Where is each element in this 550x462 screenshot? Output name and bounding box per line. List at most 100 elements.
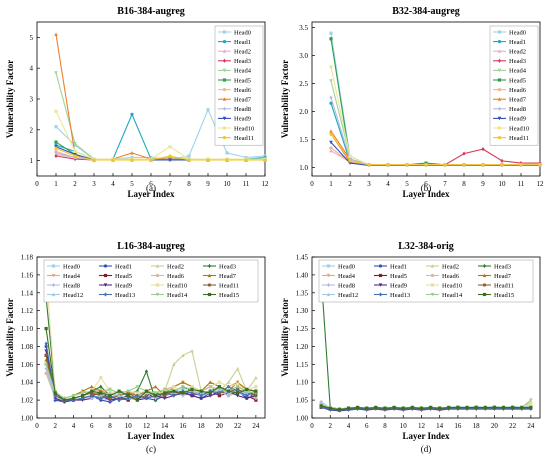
data-point [245, 387, 249, 391]
data-point [430, 292, 435, 297]
chart-title: B32-384-augreg [392, 6, 460, 17]
data-point [365, 406, 369, 410]
data-point [181, 380, 185, 384]
x-tick-label: 8 [187, 180, 191, 188]
data-point [430, 283, 435, 287]
data-point [62, 396, 67, 401]
x-axis-label: Layer Index [127, 431, 175, 441]
data-point [497, 116, 502, 121]
data-point [329, 95, 333, 100]
y-tick-label: 1.16 [21, 271, 34, 279]
data-point [378, 273, 383, 278]
legend-label: Head7 [219, 273, 237, 280]
x-tick-label: 7 [443, 180, 447, 188]
x-tick-label: 14 [436, 422, 444, 430]
data-point [103, 264, 108, 268]
y-tick-label: 1.30 [296, 307, 309, 315]
data-point [378, 283, 383, 287]
data-point [80, 391, 85, 395]
data-point [519, 163, 523, 167]
data-point [172, 389, 176, 393]
data-point [222, 88, 227, 92]
x-tick-label: 8 [108, 422, 112, 430]
data-point [51, 292, 56, 297]
y-tick-label: 2.5 [299, 80, 308, 88]
data-point [208, 391, 212, 395]
legend-label: Head3 [234, 58, 251, 65]
data-point [108, 394, 112, 398]
data-point [497, 88, 502, 92]
legend-label: Head7 [234, 97, 252, 104]
data-point [190, 394, 194, 398]
data-point [144, 389, 149, 393]
data-point [319, 404, 323, 408]
data-point [71, 394, 76, 398]
y-tick-label: 1 [30, 157, 34, 165]
legend-label: Head3 [219, 263, 236, 270]
legend-label: Head10 [442, 282, 462, 289]
legend-label: Head12 [63, 292, 83, 299]
data-point [235, 366, 240, 371]
data-point [130, 158, 134, 162]
legend-label: Head11 [219, 282, 239, 289]
data-point [225, 158, 229, 162]
data-point [225, 151, 229, 155]
data-point [263, 158, 267, 162]
data-point [51, 264, 56, 268]
data-point [430, 264, 435, 268]
data-point [329, 148, 333, 153]
legend-label: Head9 [390, 282, 407, 289]
data-point [326, 264, 331, 268]
x-tick-label: 6 [90, 422, 94, 430]
data-point [117, 393, 121, 398]
x-tick-label: 18 [198, 422, 206, 430]
data-point [328, 406, 332, 410]
data-point [254, 375, 258, 380]
legend-label: Head8 [63, 282, 80, 289]
data-point [207, 273, 212, 278]
data-point [181, 391, 185, 395]
data-point [54, 150, 58, 155]
y-tick-label: 1.05 [296, 397, 309, 405]
data-point [430, 273, 435, 278]
data-point [155, 292, 160, 297]
data-point [424, 163, 428, 167]
data-point [208, 394, 213, 398]
data-point [172, 393, 176, 398]
data-point [81, 394, 85, 398]
data-point [419, 406, 424, 410]
data-point [44, 362, 48, 367]
y-tick-label: 1.35 [296, 289, 309, 297]
data-point [497, 78, 502, 82]
data-point [497, 30, 502, 34]
x-tick-label: 12 [418, 422, 426, 430]
data-point [456, 406, 460, 410]
data-point [386, 163, 390, 167]
legend-label: Head0 [63, 263, 80, 270]
data-point [222, 49, 227, 53]
y-tick-label: 1.0 [299, 164, 308, 172]
legend-label: Head3 [494, 263, 511, 270]
x-tick-label: 24 [252, 422, 260, 430]
data-point [163, 394, 167, 398]
data-point [155, 283, 160, 287]
data-point [199, 393, 203, 398]
y-tick-label: 1.02 [21, 397, 34, 405]
data-point [222, 116, 227, 121]
data-point [236, 391, 240, 395]
x-tick-label: 8 [383, 422, 387, 430]
data-point [378, 264, 383, 268]
y-tick-label: 1.10 [296, 379, 309, 387]
x-tick-label: 4 [347, 422, 351, 430]
data-point [222, 106, 227, 111]
data-point [254, 394, 258, 398]
y-tick-label: 3.0 [299, 52, 308, 60]
data-point [73, 154, 77, 158]
data-point [108, 387, 112, 392]
legend-box [214, 25, 264, 146]
data-point [378, 292, 383, 297]
data-point [497, 126, 502, 130]
data-point [226, 389, 231, 393]
x-tick-label: 0 [310, 180, 314, 188]
